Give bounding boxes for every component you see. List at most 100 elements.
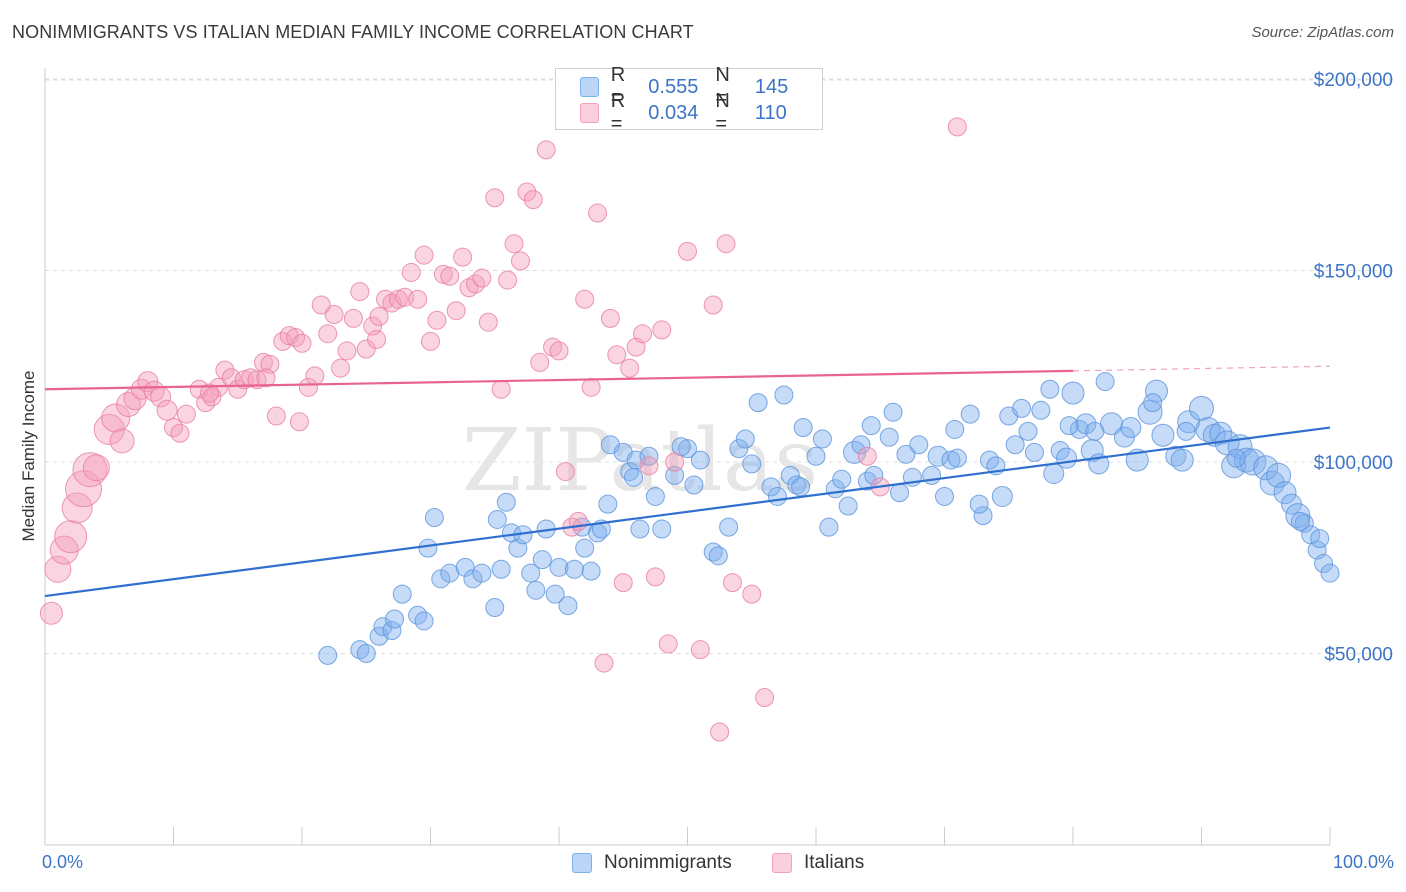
nonimmigrants-point	[558, 596, 578, 616]
nonimmigrants-point	[549, 557, 569, 577]
nonimmigrants-point	[369, 626, 389, 646]
nonimmigrants-point	[1085, 421, 1105, 441]
italians-point	[408, 289, 428, 309]
nonimmigrants-point	[991, 485, 1013, 507]
nonimmigrants-point	[1143, 393, 1163, 413]
nonimmigrants-point	[620, 462, 640, 482]
italians-point	[588, 203, 608, 223]
nonimmigrants-point	[1120, 417, 1142, 439]
nonimmigrants-point	[973, 506, 993, 526]
nonimmigrants-point	[864, 465, 884, 485]
nonimmigrants-point	[532, 550, 552, 570]
italians-point	[613, 573, 633, 593]
nonimmigrants-point	[487, 509, 507, 529]
legend-swatch-blue	[580, 77, 599, 97]
italians-point	[39, 601, 63, 625]
italians-point	[305, 366, 325, 386]
nonimmigrants-point	[1259, 470, 1285, 496]
italians-point	[947, 117, 967, 137]
italians-point	[710, 722, 730, 742]
nonimmigrants-trend-line	[44, 426, 1331, 598]
italians-point	[156, 399, 178, 421]
nonimmigrants-point	[909, 435, 929, 455]
source-note: Source: ZipAtlas.com	[1251, 24, 1394, 41]
italians-point	[311, 295, 331, 315]
nonimmigrants-point	[774, 385, 794, 405]
nonimmigrants-point	[463, 569, 483, 589]
italians-point	[109, 428, 135, 454]
nonimmigrants-point	[879, 427, 899, 447]
nonimmigrants-point	[624, 467, 644, 487]
legend-r-value: 0.555	[648, 75, 699, 98]
italians-point	[594, 653, 614, 673]
italians-point	[49, 535, 79, 565]
legend-row-nonimmigrants: R = 0.555 N = 145	[580, 64, 822, 109]
nonimmigrants-point	[1310, 529, 1330, 549]
nonimmigrants-point	[491, 559, 511, 579]
nonimmigrants-point	[748, 393, 768, 413]
italians-point	[607, 345, 627, 365]
italians-point	[478, 312, 498, 332]
nonimmigrants-point	[883, 402, 903, 422]
nonimmigrants-point	[639, 446, 659, 466]
italians-point	[256, 368, 276, 388]
legend-label: Italians	[804, 852, 865, 873]
italians-point	[485, 188, 505, 208]
data-points	[39, 117, 1340, 742]
italians-point	[472, 268, 492, 288]
italians-point	[433, 264, 453, 284]
italians-point	[639, 456, 659, 476]
nonimmigrants-point	[598, 494, 618, 514]
nonimmigrants-point	[1095, 372, 1115, 392]
italians-trend-line	[44, 369, 1074, 391]
nonimmigrants-point	[545, 584, 565, 604]
italians-point	[523, 190, 543, 210]
italians-point	[581, 377, 601, 397]
italians-point	[44, 555, 72, 583]
italians-point	[266, 406, 286, 426]
nonimmigrants-point	[1056, 447, 1078, 469]
correlation-legend: R = 0.555 N = 145 R = 0.034 N = 110	[555, 64, 823, 135]
x-tick-max: 100.0%	[1332, 852, 1394, 872]
italians-point	[82, 454, 110, 482]
nonimmigrants-point	[665, 465, 685, 485]
nonimmigrants-point	[431, 569, 451, 589]
nonimmigrants-point	[761, 477, 781, 497]
series-legend: Nonimmigrants Italians	[0, 852, 1406, 876]
nonimmigrants-point	[414, 611, 434, 631]
legend-r-label: R =	[610, 64, 626, 109]
nonimmigrants-point	[1059, 416, 1079, 436]
italians-point	[665, 452, 685, 472]
italians-point	[549, 341, 569, 361]
y-tick-label: $150,000	[1314, 262, 1393, 283]
italians-point	[253, 352, 273, 372]
nonimmigrants-point	[382, 621, 402, 641]
legend-swatch-pink	[772, 853, 792, 873]
nonimmigrants-point	[708, 546, 728, 566]
italians-point	[453, 247, 473, 267]
italians-point	[633, 324, 653, 344]
italians-point	[658, 634, 678, 654]
italians-point	[652, 320, 672, 340]
italians-point	[298, 377, 318, 397]
italians-point	[176, 404, 196, 424]
italians-point	[755, 688, 775, 708]
italians-point	[350, 282, 370, 302]
legend-n-value: 145	[754, 75, 789, 98]
nonimmigrants-point	[652, 519, 672, 539]
legend-item-italians: Italians	[772, 852, 864, 874]
nonimmigrants-point	[890, 483, 910, 503]
italians-point	[645, 567, 665, 587]
nonimmigrants-point	[742, 454, 762, 474]
italians-point	[331, 358, 351, 378]
watermark-text: ZIPatlas	[462, 411, 818, 511]
italians-point	[575, 289, 595, 309]
nonimmigrants-point	[1040, 379, 1060, 399]
nonimmigrants-point	[424, 508, 444, 528]
nonimmigrants-point	[935, 486, 954, 506]
italians-point	[517, 182, 537, 202]
nonimmigrants-point	[735, 429, 755, 449]
nonimmigrants-point	[1100, 412, 1124, 436]
italians-point	[343, 308, 363, 328]
